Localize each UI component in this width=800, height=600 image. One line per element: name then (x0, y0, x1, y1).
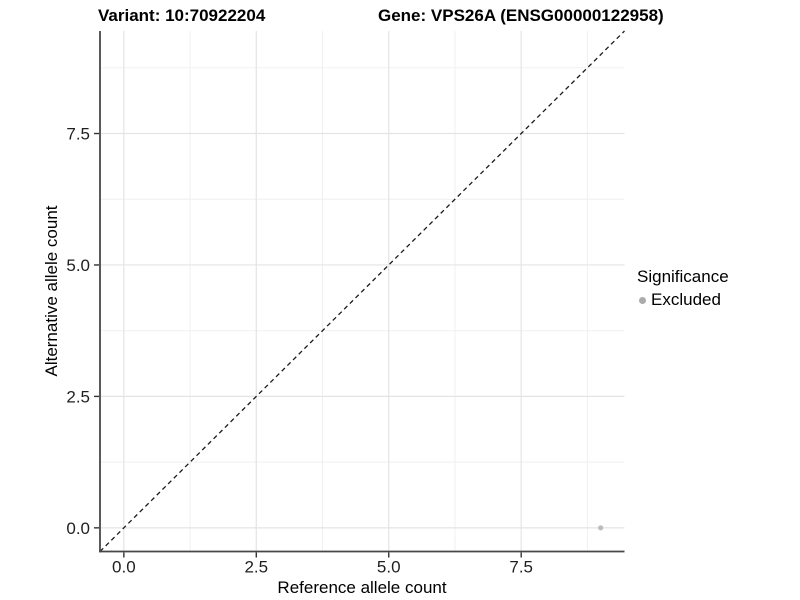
y-tick-label: 7.5 (66, 125, 90, 144)
legend-entry-label: Excluded (651, 290, 721, 309)
legend: Significance Excluded (637, 266, 729, 310)
legend-key-dot (639, 296, 646, 304)
identity-reference-line (99, 30, 625, 552)
x-tick-label: 5.0 (377, 558, 401, 577)
y-tick-label: 5.0 (66, 256, 90, 275)
variant-title: Variant: 10:70922204 (98, 6, 266, 25)
data-point (598, 525, 604, 531)
x-tick-label: 7.5 (509, 558, 533, 577)
y-tick-label: 2.5 (66, 387, 90, 406)
x-axis-title: Reference allele count (277, 578, 447, 597)
y-axis-title: Alternative allele count (42, 205, 61, 377)
x-tick-label: 0.0 (112, 558, 136, 577)
y-tick-label: 0.0 (66, 519, 90, 538)
legend-entry-excluded: Excluded (639, 290, 729, 310)
gene-title: Gene: VPS26A (ENSG00000122958) (378, 6, 664, 25)
x-tick-label: 2.5 (244, 558, 268, 577)
legend-title: Significance (637, 267, 729, 286)
